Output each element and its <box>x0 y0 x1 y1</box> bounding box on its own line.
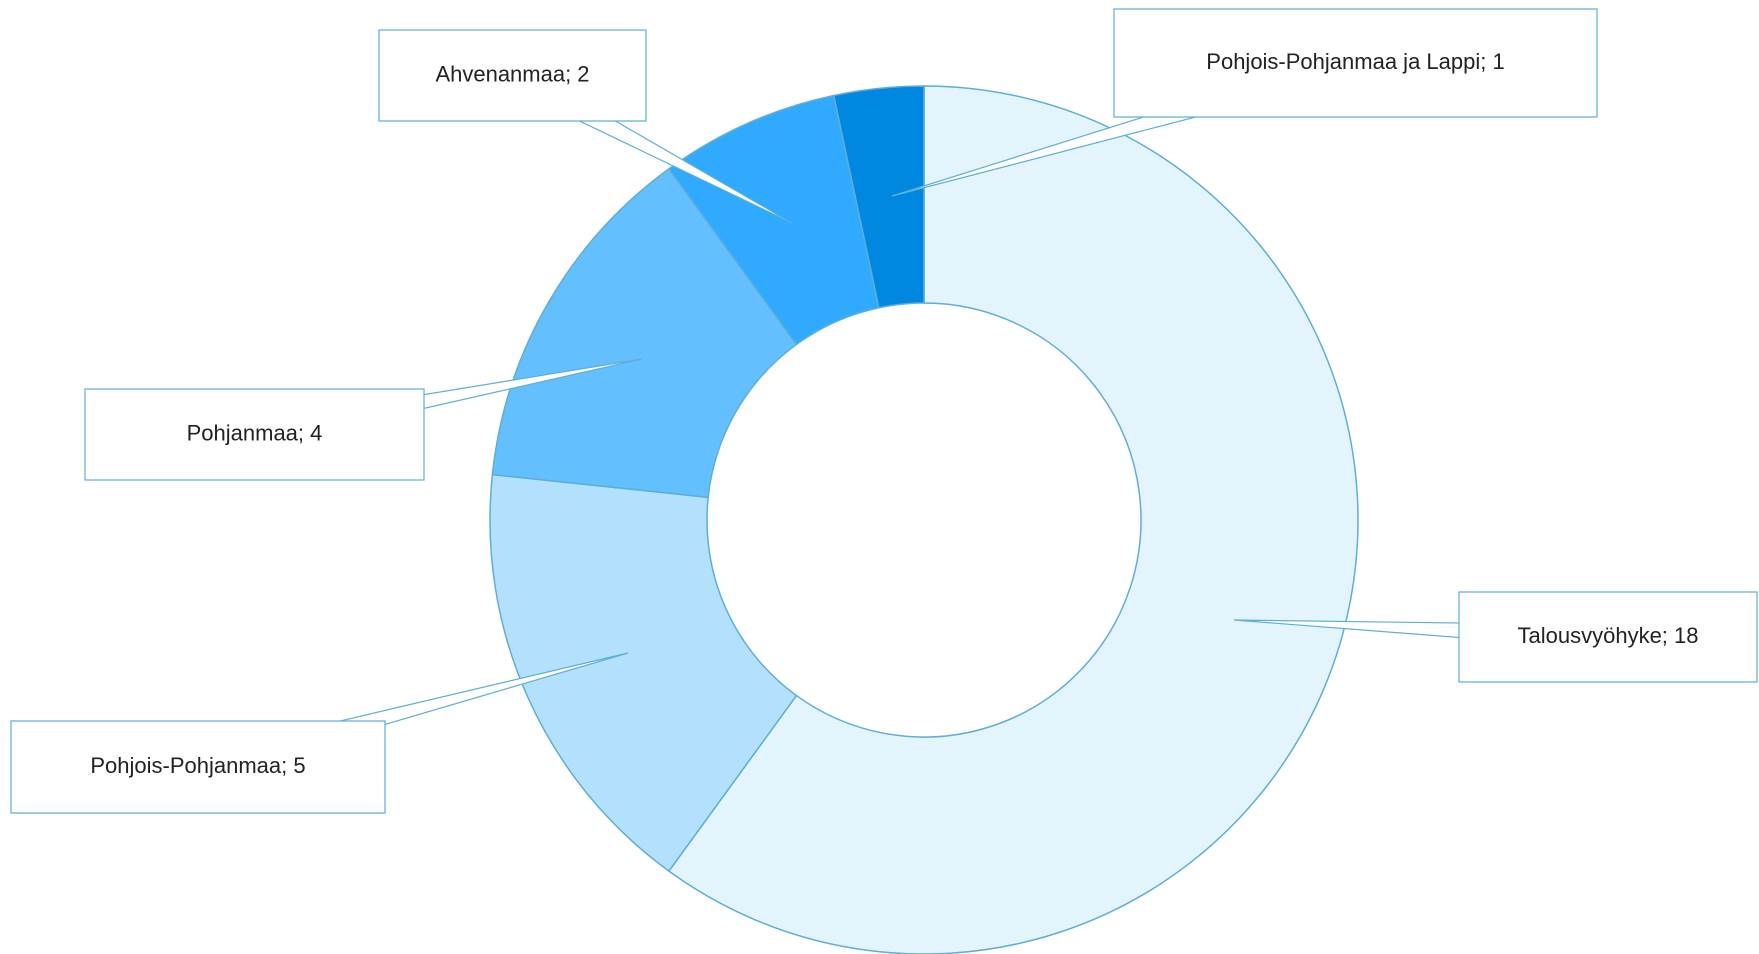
callout-box <box>1113 8 1598 118</box>
donut-slice <box>667 85 1359 954</box>
data-label: Pohjois-Pohjanmaa ja Lappi; 1 <box>1206 49 1504 74</box>
data-label: Pohjanmaa; 4 <box>187 420 323 445</box>
callout-box <box>10 720 386 814</box>
callout-box <box>1458 591 1758 683</box>
data-label: Ahvenanmaa; 2 <box>435 61 589 86</box>
donut-slice <box>832 85 925 309</box>
donut-slice <box>491 167 798 499</box>
data-label: Talousvyöhyke; 18 <box>1518 623 1699 648</box>
data-label: Pohjois-Pohjanmaa; 5 <box>90 753 305 778</box>
callout-box <box>378 29 647 122</box>
callout-box <box>84 388 425 481</box>
donut-slice <box>489 473 798 873</box>
